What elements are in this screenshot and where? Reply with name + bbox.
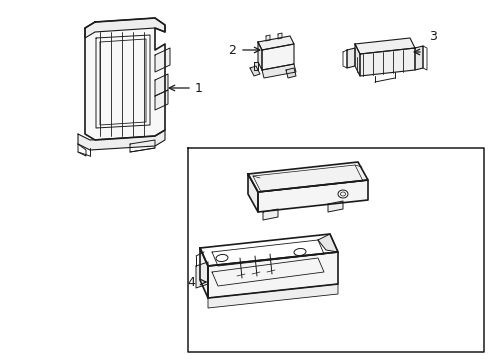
Polygon shape <box>263 209 278 220</box>
Polygon shape <box>317 234 337 252</box>
Polygon shape <box>258 42 262 70</box>
Polygon shape <box>247 174 258 212</box>
Polygon shape <box>354 44 359 76</box>
Polygon shape <box>85 18 164 140</box>
Polygon shape <box>258 36 293 50</box>
Polygon shape <box>258 180 367 212</box>
Text: 2: 2 <box>228 44 236 57</box>
Polygon shape <box>359 48 414 76</box>
Polygon shape <box>262 64 295 78</box>
Text: 3: 3 <box>428 30 436 42</box>
Polygon shape <box>78 130 164 150</box>
Text: 4: 4 <box>187 275 195 288</box>
Polygon shape <box>285 68 295 78</box>
Polygon shape <box>85 18 164 38</box>
Polygon shape <box>253 62 258 70</box>
Polygon shape <box>278 33 282 39</box>
Polygon shape <box>207 252 337 298</box>
Polygon shape <box>247 162 367 192</box>
Text: 1: 1 <box>195 81 203 94</box>
Polygon shape <box>354 38 414 54</box>
Polygon shape <box>200 248 207 298</box>
Polygon shape <box>155 48 170 72</box>
Polygon shape <box>327 201 342 212</box>
Polygon shape <box>414 46 422 70</box>
Polygon shape <box>155 90 168 110</box>
Polygon shape <box>155 74 168 96</box>
Polygon shape <box>249 66 260 76</box>
Polygon shape <box>207 284 337 308</box>
Polygon shape <box>265 35 269 41</box>
Polygon shape <box>262 44 293 70</box>
Polygon shape <box>196 262 207 288</box>
Polygon shape <box>346 48 354 68</box>
